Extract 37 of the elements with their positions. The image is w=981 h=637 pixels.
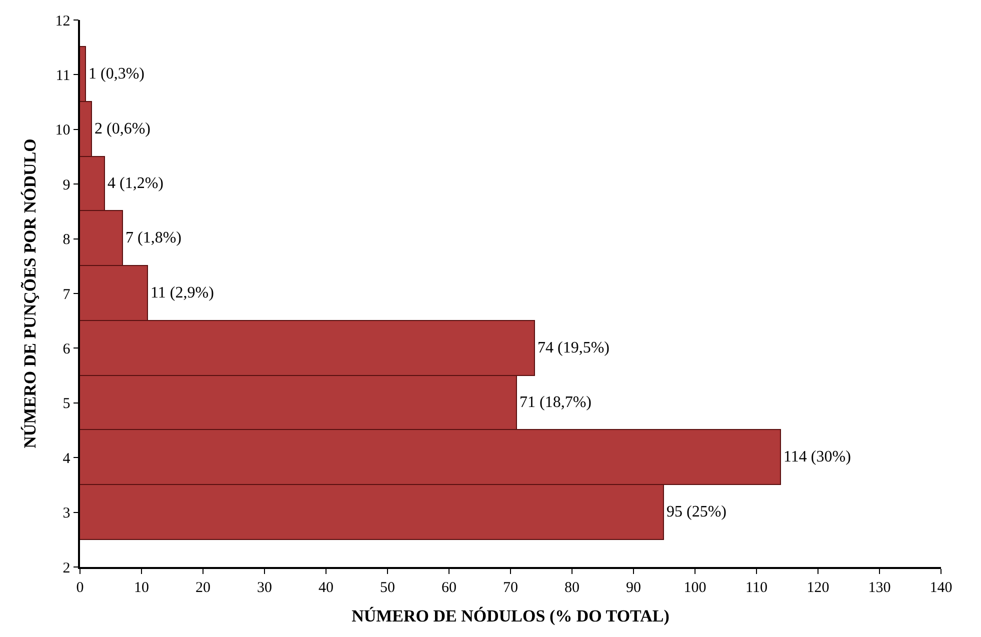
x-tick-label: 10: [134, 580, 149, 596]
x-tick-label: 90: [626, 580, 641, 596]
y-tick-label: 5: [62, 396, 70, 412]
data-label: 95 (25%): [666, 504, 726, 520]
x-tick-label: 140: [930, 580, 952, 596]
x-tick-label: 40: [318, 580, 334, 596]
data-label: 71 (18,7%): [520, 394, 592, 411]
x-tick-label: 120: [806, 580, 830, 596]
data-label: 74 (19,5%): [538, 340, 610, 356]
x-tick-label: 70: [503, 580, 518, 596]
y-tick-label: 4: [62, 450, 71, 467]
x-tick-label: 20: [196, 580, 210, 596]
y-tick-label: 3: [62, 506, 70, 522]
x-tick-label: 0: [76, 580, 84, 596]
data-label: 7 (1,8%): [126, 230, 182, 246]
data-label: 114 (30%): [784, 448, 851, 466]
y-tick-label: 11: [56, 68, 70, 84]
x-tick-label: 110: [746, 580, 768, 596]
x-tick-label: 30: [257, 580, 272, 596]
y-tick-label: 7: [62, 286, 71, 303]
y-tick-label: 12: [55, 13, 70, 30]
data-label: 1 (0,3%): [88, 66, 144, 82]
y-axis-title: NÚMERO DE PUNÇÕES POR NÓDULO: [20, 138, 40, 448]
x-tick-label: 50: [380, 580, 395, 596]
y-tick-label: 6: [62, 341, 71, 358]
x-tick-label: 60: [442, 580, 456, 596]
data-label: 4 (1,2%): [108, 175, 164, 192]
x-tick-label: 80: [564, 580, 580, 596]
y-tick-label: 2: [62, 560, 70, 576]
x-tick-label: 130: [868, 580, 891, 596]
y-tick-label: 9: [62, 177, 70, 194]
y-tick-label: 8: [62, 232, 70, 248]
x-tick-label: 100: [684, 580, 706, 596]
data-label: 2 (0,6%): [94, 120, 150, 138]
x-axis-title: NÚMERO DE NÓDULOS (% DO TOTAL): [352, 606, 670, 626]
y-tick-label: 10: [55, 122, 70, 139]
data-label: 11 (2,9%): [150, 284, 214, 302]
